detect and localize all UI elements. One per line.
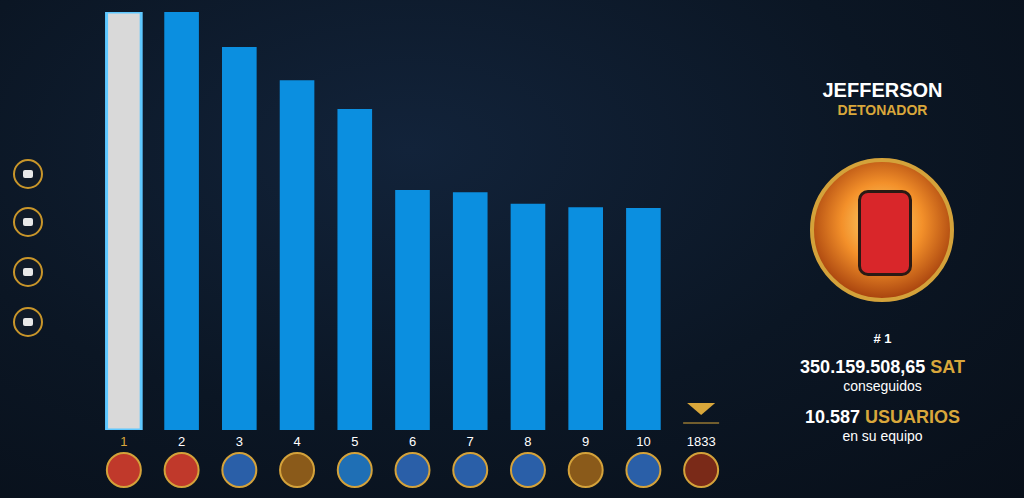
svg-text:8: 8 [524,434,531,449]
svg-text:7: 7 [467,434,474,449]
html-text:conseguidos: conseguidos [843,378,922,394]
svg-text:4: 4 [293,434,300,449]
html-text:DETONADOR: DETONADOR [837,102,928,118]
svg-text:10: 10 [636,434,650,449]
svg-text:6: 6 [409,434,416,449]
svg-text:5: 5 [351,434,358,449]
html-text:10.587 USUARIOS: 10.587 USUARIOS [805,407,960,427]
svg-text:1: 1 [120,434,127,449]
svg-text:2: 2 [178,434,185,449]
html-text:# 1: # 1 [873,331,892,346]
html-text:JEFFERSON: JEFFERSON [822,79,943,101]
svg-text:3: 3 [236,434,243,449]
svg-text:1833: 1833 [687,434,716,449]
html-text:en su equipo: en su equipo [842,428,923,444]
html-text:350.159.508,65 SAT: 350.159.508,65 SAT [800,357,965,377]
svg-text:9: 9 [582,434,589,449]
